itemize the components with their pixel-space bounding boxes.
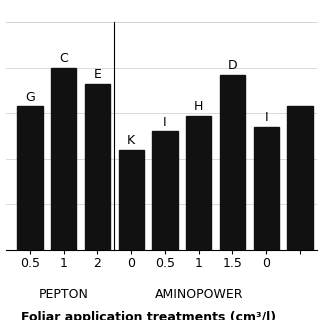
Text: Foliar application treatments (cm³/l): Foliar application treatments (cm³/l) (20, 311, 276, 320)
Text: PEPTON: PEPTON (39, 288, 89, 301)
Text: K: K (127, 134, 135, 147)
Text: G: G (25, 91, 35, 104)
Text: D: D (228, 59, 237, 72)
Bar (119, 150, 144, 250)
Bar (85, 84, 110, 250)
Text: H: H (194, 100, 204, 113)
Bar (17, 107, 43, 250)
Text: AMINOPOWER: AMINOPOWER (155, 288, 243, 301)
Bar (220, 75, 245, 250)
Bar (186, 116, 212, 250)
Bar (51, 68, 76, 250)
Text: I: I (163, 116, 167, 129)
Text: E: E (93, 68, 101, 81)
Bar (287, 107, 313, 250)
Bar (253, 127, 279, 250)
Text: I: I (264, 111, 268, 124)
Text: C: C (60, 52, 68, 65)
Bar (152, 132, 178, 250)
